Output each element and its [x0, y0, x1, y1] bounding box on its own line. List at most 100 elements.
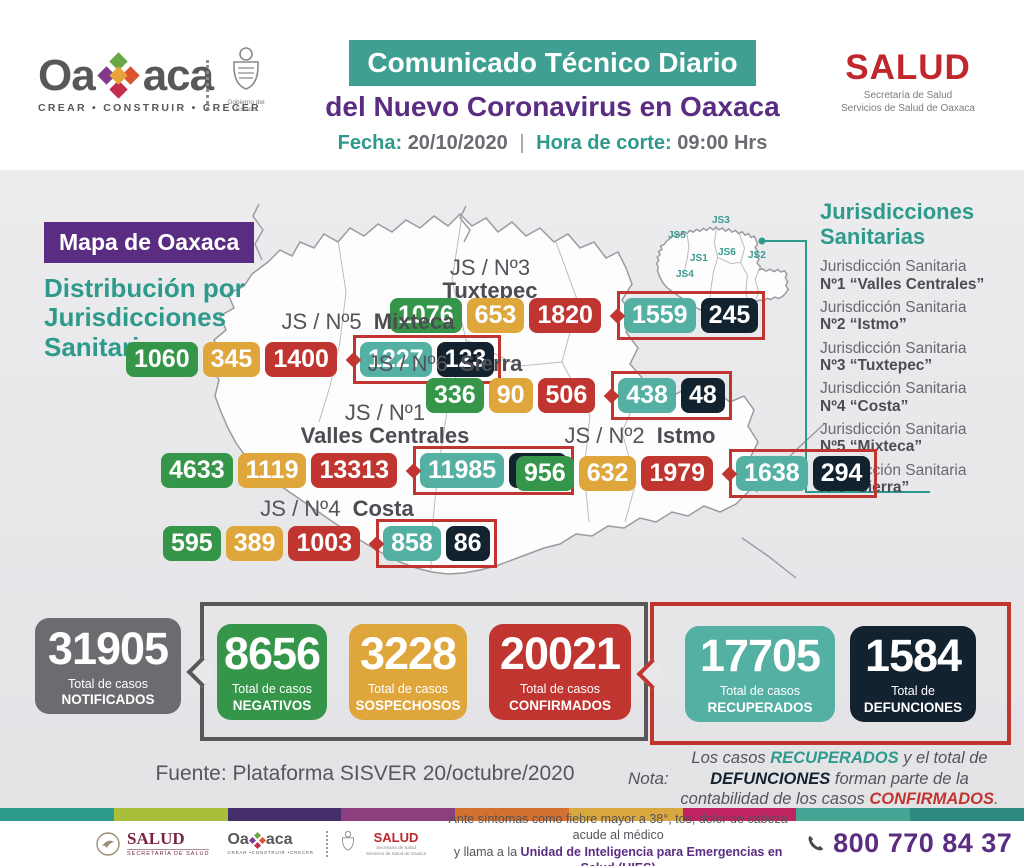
nota-text: Los casos RECUPERADOS y el total de DEFU… — [676, 748, 1003, 810]
footer-oaxaca-logo: Oa aca CREAR •CONSTRUIR •CRECER — [227, 831, 314, 855]
page-subtitle: del Nuevo Coronavirus en Oaxaca — [325, 91, 780, 122]
gobierno-seal: Gobierno del Estado — [220, 46, 272, 113]
recuperados-badge: 1638 — [736, 456, 808, 491]
mini-map-label-js5: JS5 — [668, 230, 686, 241]
gobierno-seal-icon — [341, 831, 354, 851]
connector-arrow-icon — [405, 462, 422, 479]
stripe-segment — [0, 808, 114, 821]
footer: SALUD SECRETARÍA DE SALUD Oa aca CREAR •… — [0, 812, 1024, 866]
caption: Total de — [891, 684, 935, 698]
oaxaca-tagline: CREAR • CONSTRUIR • CRECER — [38, 102, 261, 114]
header: Oa aca CREAR • CONSTRUIR • CRECER Gobier… — [0, 0, 1024, 170]
caption: Total de casos — [720, 684, 800, 698]
phone-icon — [808, 835, 824, 850]
diamond-orange-icon — [258, 836, 266, 844]
diamond-amber-icon — [109, 66, 128, 85]
footer-dotted-divider — [325, 830, 328, 857]
header-dotted-divider — [206, 60, 209, 110]
negativos-badge: 595 — [163, 526, 221, 561]
confirmados-badge: 1003 — [288, 526, 361, 561]
fecha-label: Fecha: — [337, 132, 403, 154]
region-label-valles-centrales: JS / Nº1 Valles Centrales — [295, 401, 475, 448]
stripe-segment — [682, 808, 797, 821]
negativos-badge: 1076 — [390, 298, 462, 333]
legend-item: Jurisdicción Sanitaria Nº4 “Costa” — [820, 380, 1020, 415]
mini-map-label-js3: JS3 — [712, 215, 730, 226]
footer-message-plain: y llama a la — [453, 844, 521, 859]
caption: Total de casos — [368, 682, 448, 696]
nota-recuperados: RECUPERADOS — [770, 749, 899, 767]
recuperados-badge: 438 — [618, 378, 676, 413]
total-defunciones-value: 1584 — [864, 630, 962, 681]
region-name: Costa — [352, 496, 414, 521]
salud-sub: Secretaría de Salud Servicios de Salud d… — [838, 90, 978, 115]
footer-message-line1: Ante síntomas como fiebre mayor a 38°, t… — [448, 812, 788, 843]
region-label-istmo: JS / Nº2 Istmo — [550, 424, 730, 447]
region-name: Istmo — [656, 423, 716, 448]
defunciones-badge: 245 — [700, 298, 759, 333]
jurisdictions-legend: Jurisdicciones Sanitarias Jurisdicción S… — [820, 199, 1020, 503]
caption: Total de casos — [520, 682, 600, 696]
legend-title: Jurisdicciones Sanitarias — [820, 199, 975, 249]
oaxaca-tagline: CREAR •CONSTRUIR •CRECER — [227, 850, 314, 855]
footer-phone-number: 800 770 84 37 — [833, 828, 1013, 858]
region-prefix: JS / Nº1 — [344, 400, 426, 425]
caption-bold: DEFUNCIONES — [863, 699, 963, 715]
map-title-badge: Mapa de Oaxaca — [44, 222, 255, 263]
stripe-segment — [796, 808, 911, 821]
mini-map-label-js1: JS1 — [690, 253, 708, 264]
stripe-segment — [910, 808, 1024, 821]
stripe-segment — [455, 808, 569, 821]
region-badges-sierra: 336 90 506 438 48 — [426, 371, 732, 420]
color-stripe — [0, 808, 1024, 821]
region-prefix: JS / Nº4 — [260, 496, 341, 521]
total-defunciones-box: 1584 Total de DEFUNCIONES — [850, 625, 976, 722]
defunciones-badge: 294 — [812, 456, 871, 491]
region-name: Sierra — [459, 351, 523, 376]
oaxaca-logo: Oa aca CREAR • CONSTRUIR • CRECER — [38, 51, 261, 114]
recuperados-badge: 858 — [383, 526, 441, 561]
sospechosos-badge: 653 — [466, 298, 525, 333]
region-badges-istmo: 956 632 1979 1638 294 — [516, 449, 878, 498]
date-line: Fecha: 20/10/2020 | Hora de corte: 09:00… — [300, 132, 805, 155]
oaxaca-word-end: aca — [142, 51, 214, 100]
nota-plain: . — [994, 790, 999, 809]
salud-sub: Secretaría de Salud Servicios de Salud d… — [366, 845, 426, 857]
region-badges-tuxtepec: 1076 653 1820 1559 245 — [390, 291, 766, 340]
caption-bold: NEGATIVOS — [232, 697, 312, 713]
region-prefix: JS / Nº5 — [281, 309, 362, 334]
nota-line1: Los casos RECUPERADOS y el total de — [676, 748, 1003, 769]
total-negativos-box: 8656 Total de casos NEGATIVOS — [217, 623, 327, 720]
recovered-deaths-box: 438 48 — [603, 371, 732, 420]
recuperados-badge: 1559 — [623, 298, 696, 333]
negativos-badge: 4633 — [161, 453, 233, 488]
title-block: Comunicado Técnico Diario del Nuevo Coro… — [300, 40, 805, 155]
fecha-value: 20/10/2020 — [407, 132, 508, 154]
caption-bold: CONFIRMADOS — [509, 697, 611, 713]
outcome-group-box: 17705 Total de casos RECUPERADOS 1584 To… — [636, 602, 1011, 745]
connector-arrow-icon — [368, 535, 385, 552]
legend-item-line1: Jurisdicción Sanitaria — [820, 258, 967, 276]
chevron-left-icon — [186, 655, 218, 688]
total-sospechosos-value: 3228 — [359, 628, 457, 679]
diamond-red-icon — [253, 841, 261, 849]
legend-item-line2: Nº1 “Valles Centrales” — [820, 275, 985, 293]
salud-logo: SALUD Secretaría de Salud Servicios de S… — [838, 50, 978, 115]
region-prefix: JS / Nº3 — [449, 255, 531, 280]
confirmados-badge: 1820 — [529, 298, 601, 333]
legend-item-line2: Nº4 “Costa” — [820, 397, 909, 415]
oaxaca-word-end: aca — [265, 831, 293, 848]
caption-bold: RECUPERADOS — [707, 699, 813, 715]
region-label-costa: JS / Nº4 Costa — [247, 497, 427, 520]
defunciones-badge: 86 — [445, 526, 490, 561]
footer-phone: 800 770 84 37 — [804, 828, 1012, 859]
region-badges-valles-centrales: 4633 1119 13313 11985 788 — [161, 446, 574, 495]
legend-item-line1: Jurisdicción Sanitaria — [820, 339, 967, 357]
legend-item: Jurisdicción Sanitaria Nº1 “Valles Centr… — [820, 258, 1020, 293]
legend-item-line2: Nº2 “Istmo” — [820, 316, 907, 334]
confirmados-badge: 1979 — [641, 456, 714, 491]
sospechosos-badge: 90 — [488, 378, 533, 413]
federal-salud-wordmark: SALUD — [127, 829, 185, 848]
nota-line3: contabilidad de los casos CONFIRMADOS. — [676, 789, 1003, 810]
nota-plain: forman parte de la — [830, 769, 969, 788]
